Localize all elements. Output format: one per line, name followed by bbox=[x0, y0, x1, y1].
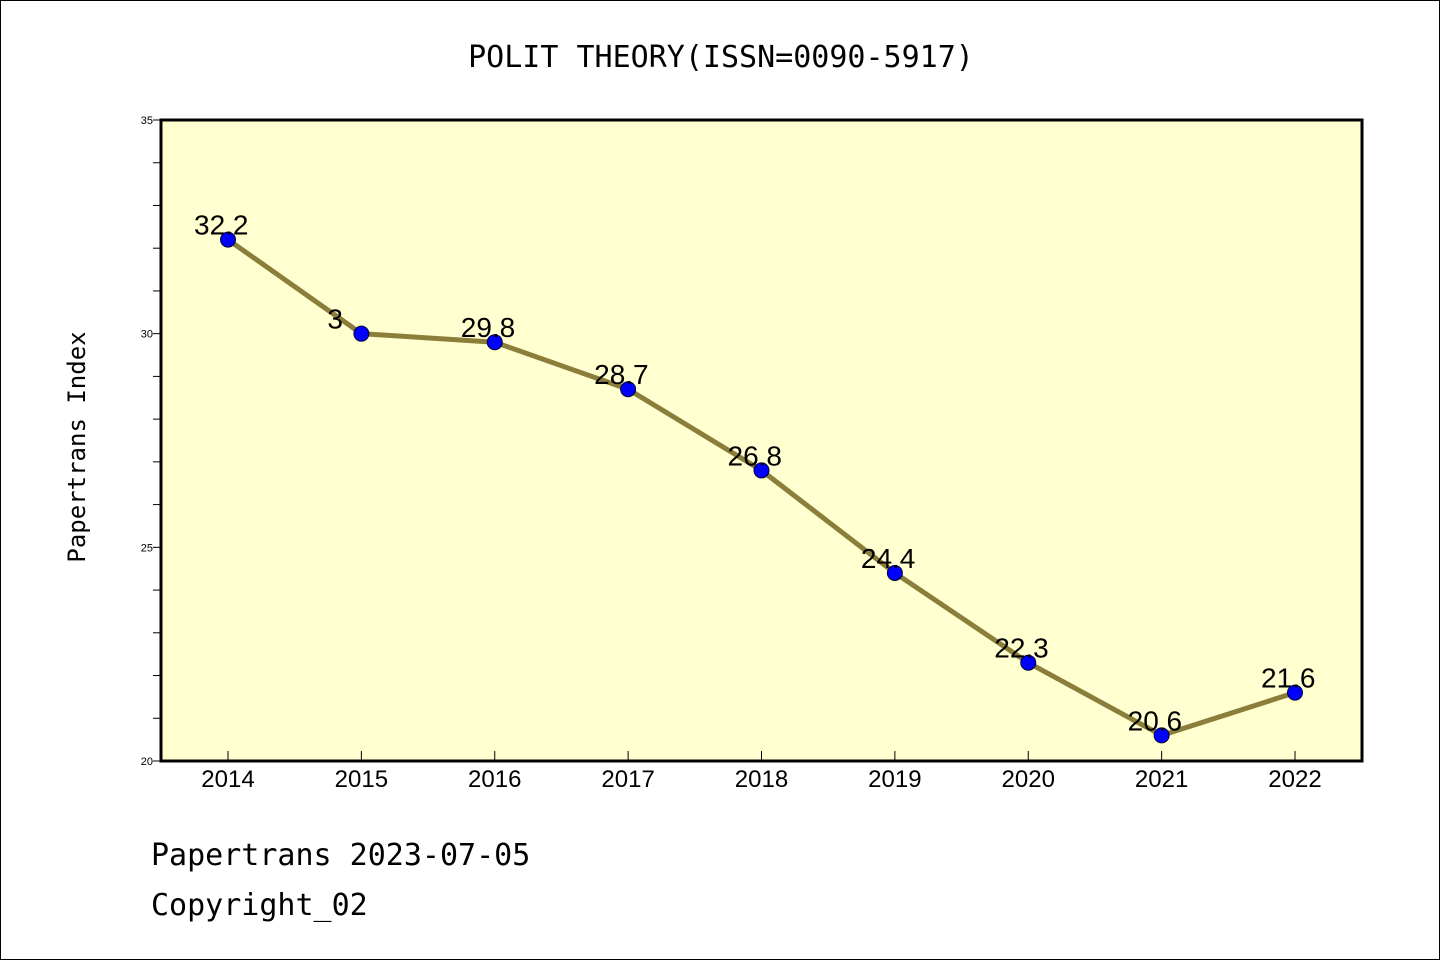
footer-date: Papertrans 2023-07-05 bbox=[151, 838, 530, 873]
x-tick-label: 2018 bbox=[735, 766, 788, 793]
footer-copyright: Copyright_02 bbox=[151, 888, 368, 923]
y-tick-label: 30 bbox=[141, 329, 153, 341]
data-point bbox=[1020, 654, 1037, 671]
data-label: 24.4 bbox=[861, 543, 916, 574]
data-point bbox=[486, 334, 503, 351]
data-label: 3 bbox=[327, 304, 343, 335]
data-label: 22.3 bbox=[994, 633, 1049, 664]
data-label: 28.7 bbox=[594, 359, 649, 390]
x-tick-label: 2022 bbox=[1268, 766, 1321, 793]
x-tick-label: 2019 bbox=[868, 766, 921, 793]
data-point bbox=[753, 462, 770, 479]
y-axis-label: Papertrans Index bbox=[63, 331, 91, 562]
data-label: 29.8 bbox=[461, 312, 516, 343]
x-tick-label: 2021 bbox=[1135, 766, 1188, 793]
data-labels: 32.2 3 29.8 28.7 26.8 24.4 22.3 20.6 21.6 bbox=[194, 210, 1316, 737]
data-markers bbox=[220, 231, 1303, 744]
plot-area bbox=[159, 118, 1364, 763]
data-point bbox=[886, 564, 903, 581]
data-label: 26.8 bbox=[728, 440, 783, 471]
x-tick-label: 2017 bbox=[601, 766, 654, 793]
data-point bbox=[353, 325, 370, 342]
y-tick-label: 20 bbox=[141, 756, 153, 768]
data-point bbox=[620, 381, 637, 398]
x-axis: 2014 2015 2016 2017 2018 2019 2020 2021 2022 bbox=[201, 751, 1322, 793]
data-label: 21.6 bbox=[1261, 663, 1316, 694]
data-label: 32.2 bbox=[194, 210, 249, 241]
x-tick-label: 2020 bbox=[1002, 766, 1055, 793]
y-tick-label: 25 bbox=[141, 542, 153, 554]
y-axis: 20 25 30 35 bbox=[141, 115, 161, 768]
x-tick-label: 2016 bbox=[468, 766, 521, 793]
x-tick-label: 2014 bbox=[201, 766, 254, 793]
data-point bbox=[1153, 727, 1170, 744]
chart-title: POLIT THEORY(ISSN=0090-5917) bbox=[468, 40, 974, 75]
data-point bbox=[220, 231, 236, 248]
data-label: 20.6 bbox=[1128, 705, 1183, 736]
y-tick-label: 35 bbox=[141, 115, 153, 127]
x-tick-label: 2015 bbox=[335, 766, 388, 793]
data-point bbox=[1287, 684, 1303, 701]
